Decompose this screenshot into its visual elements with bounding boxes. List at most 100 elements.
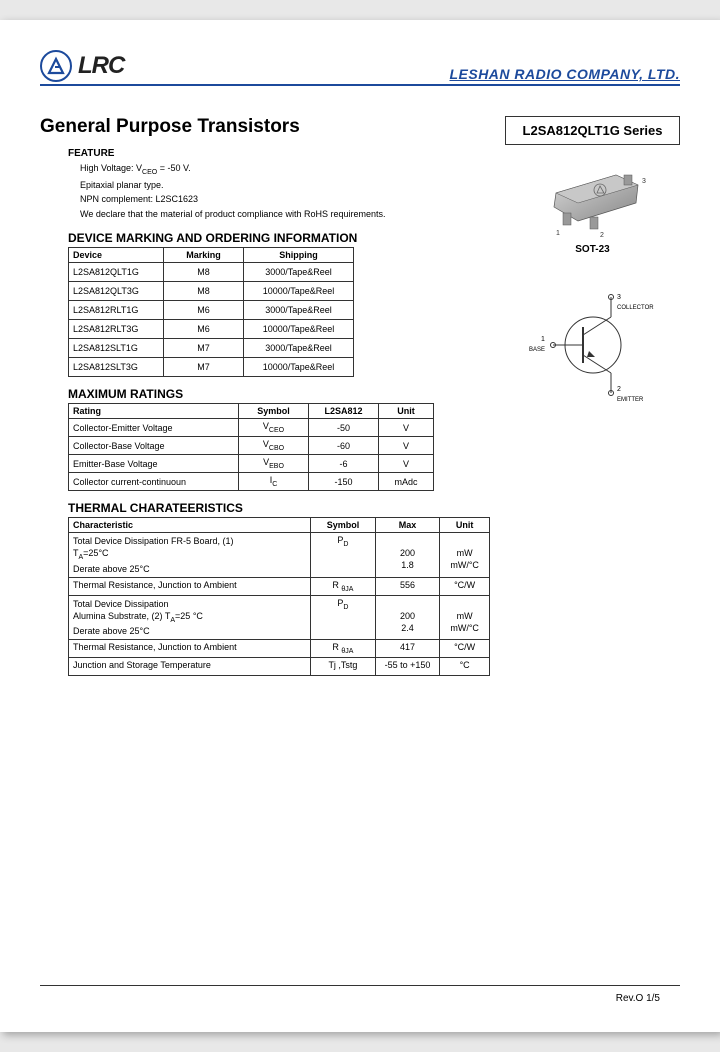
table-cell: Thermal Resistance, Junction to Ambient [69,640,311,658]
table-cell: M7 [164,339,244,358]
table-header-row: Characteristic Symbol Max Unit [69,518,490,533]
svg-text:EMITTER: EMITTER [617,397,644,403]
table-cell: -150 [309,473,379,491]
table-cell: °C/W [440,577,490,595]
svg-text:1: 1 [541,336,545,343]
table-row: Junction and Storage TemperatureTj ,Tstg… [69,658,490,676]
marking-heading: DEVICE MARKING AND ORDERING INFORMATION [68,231,490,245]
footer-rule [40,985,680,986]
transistor-symbol: 1 BASE 3 COLLECTOR 2 EMITTER [505,285,680,410]
svg-text:1: 1 [556,230,560,237]
table-cell: PD [311,595,376,640]
right-column: L2SA812QLT1G Series 1 2 3 SOT-23 [505,116,680,676]
table-cell: -6 [309,455,379,473]
table-cell: Tj ,Tstg [311,658,376,676]
table-cell: mAdc [379,473,434,491]
table-cell: Collector current-continuoun [69,473,239,491]
marking-table: Device Marking Shipping L2SA812QLT1GM830… [68,247,354,377]
table-cell: Junction and Storage Temperature [69,658,311,676]
table-cell: L2SA812SLT3G [69,358,164,377]
table-cell: L2SA812SLT1G [69,339,164,358]
table-cell: 3000/Tape&Reel [244,301,354,320]
table-cell: Total Device DissipationAlumina Substrat… [69,595,311,640]
table-cell: °C [440,658,490,676]
table-cell: mWmW/°C [440,595,490,640]
svg-text:2: 2 [617,386,621,393]
page-header: LRC LESHAN RADIO COMPANY, LTD. [40,50,680,86]
table-cell: VCEO [239,419,309,437]
th-max: Max [375,518,439,533]
package-icon: 1 2 3 [528,155,658,240]
datasheet-page: LRC LESHAN RADIO COMPANY, LTD. General P… [0,20,720,1032]
table-row: L2SA812SLT1GM73000/Tape&Reel [69,339,354,358]
table-row: Collector current-continuounIC-150mAdc [69,473,434,491]
th-char: Characteristic [69,518,311,533]
table-cell: M8 [164,282,244,301]
table-cell: 10000/Tape&Reel [244,320,354,339]
th-device: Device [69,248,164,263]
table-cell: °C/W [440,640,490,658]
table-cell: V [379,437,434,455]
th-marking: Marking [164,248,244,263]
table-cell: M8 [164,263,244,282]
table-cell: V [379,419,434,437]
thermal-heading: THERMAL CHARATEERISTICS [68,501,490,515]
table-cell: M6 [164,320,244,339]
table-cell: mWmW/°C [440,533,490,578]
feature-line: We declare that the material of product … [80,207,490,221]
table-cell: Thermal Resistance, Junction to Ambient [69,577,311,595]
th-unit: Unit [379,404,434,419]
table-row: L2SA812SLT3GM710000/Tape&Reel [69,358,354,377]
logo: LRC [40,50,124,82]
logo-icon [40,50,72,82]
max-ratings-table: Rating Symbol L2SA812 Unit Collector-Emi… [68,403,434,491]
svg-text:3: 3 [617,294,621,301]
max-heading: MAXIMUM RATINGS [68,387,490,401]
table-cell: L2SA812QLT3G [69,282,164,301]
thermal-table: Characteristic Symbol Max Unit Total Dev… [68,517,490,676]
part-number-box: L2SA812QLT1G Series [505,116,680,145]
logo-text: LRC [78,52,124,80]
table-cell: 417 [375,640,439,658]
company-name: LESHAN RADIO COMPANY, LTD. [449,66,680,82]
table-cell: L2SA812RLT1G [69,301,164,320]
svg-text:BASE: BASE [529,347,545,353]
svg-text:2: 2 [600,232,604,239]
table-header-row: Rating Symbol L2SA812 Unit [69,404,434,419]
svg-text:3: 3 [642,178,646,185]
table-row: Collector-Base VoltageVCBO-60V [69,437,434,455]
feature-line: High Voltage: VCEO = -50 V. [80,161,490,178]
table-row: L2SA812RLT3GM610000/Tape&Reel [69,320,354,339]
table-cell: 556 [375,577,439,595]
svg-text:COLLECTOR: COLLECTOR [617,305,654,311]
table-row: Thermal Resistance, Junction to AmbientR… [69,577,490,595]
table-cell: 3000/Tape&Reel [244,339,354,358]
table-cell: Emitter-Base Voltage [69,455,239,473]
table-cell: 10000/Tape&Reel [244,282,354,301]
table-cell: IC [239,473,309,491]
feature-heading: FEATURE [68,148,490,159]
table-cell: M7 [164,358,244,377]
revision-text: Rev.O 1/5 [616,993,660,1004]
table-cell: 2001.8 [375,533,439,578]
table-cell: Collector-Emitter Voltage [69,419,239,437]
table-cell: R θJA [311,640,376,658]
table-cell: 2002.4 [375,595,439,640]
table-cell: Collector-Base Voltage [69,437,239,455]
table-row: L2SA812RLT1GM63000/Tape&Reel [69,301,354,320]
table-cell: -55 to +150 [375,658,439,676]
table-cell: -60 [309,437,379,455]
table-row: L2SA812QLT1GM83000/Tape&Reel [69,263,354,282]
table-row: Collector-Emitter VoltageVCEO-50V [69,419,434,437]
page-title: General Purpose Transistors [40,116,490,138]
table-row: L2SA812QLT3GM810000/Tape&Reel [69,282,354,301]
table-cell: 3000/Tape&Reel [244,263,354,282]
th-symbol: Symbol [239,404,309,419]
table-cell: VEBO [239,455,309,473]
th-symbol: Symbol [311,518,376,533]
th-unit: Unit [440,518,490,533]
left-column: General Purpose Transistors FEATURE High… [40,116,490,676]
table-row: Emitter-Base VoltageVEBO-6V [69,455,434,473]
feature-line: Epitaxial planar type. [80,178,490,192]
th-shipping: Shipping [244,248,354,263]
